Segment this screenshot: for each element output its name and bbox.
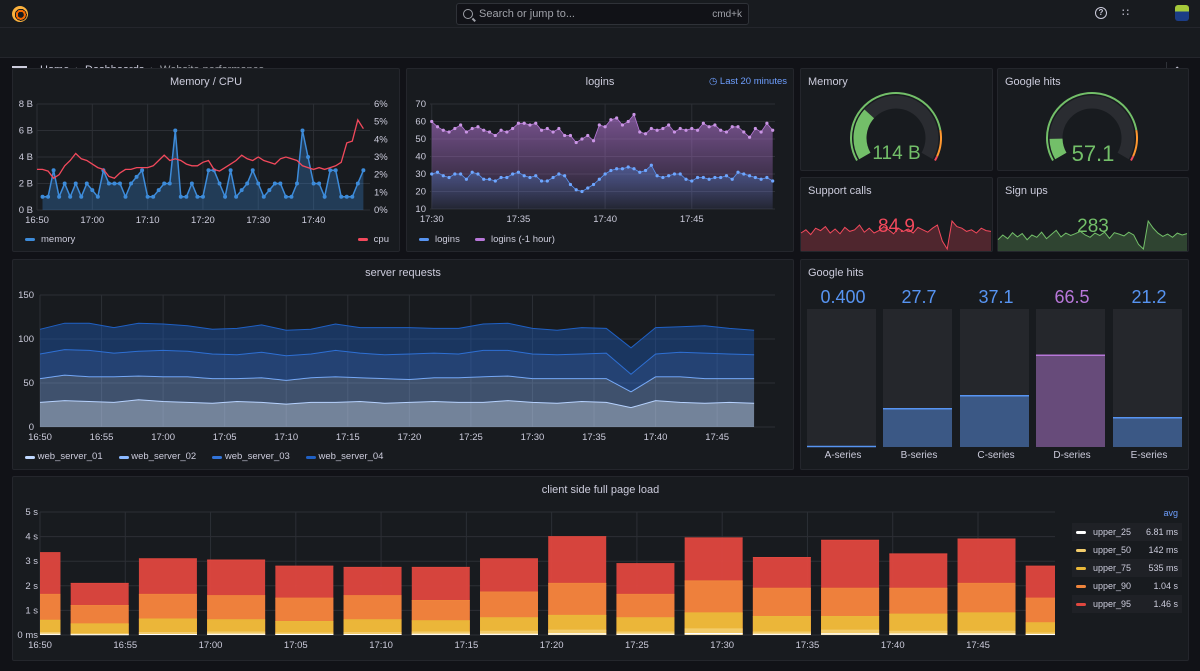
panel-google-gauge: Google hits 57.1 (997, 68, 1189, 171)
legend-label: logins (-1 hour) (491, 234, 555, 245)
legend-label: web_server_04 (318, 451, 384, 462)
search-placeholder: Search or jump to... (479, 8, 575, 20)
bar-value: 66.5 (1054, 287, 1090, 307)
avatar[interactable] (1175, 5, 1189, 21)
grafana-logo[interactable] (12, 6, 28, 22)
legend-swatch (1076, 584, 1086, 588)
panel-sign-ups: Sign ups (997, 177, 1189, 252)
legend-swatch (25, 456, 35, 459)
time-range-label: Last 20 minutes (719, 76, 787, 87)
gauge-value: 57.1 (1071, 141, 1115, 166)
legend-item-web-server-02[interactable]: web_server_02 (118, 451, 197, 462)
panel-title: Sign ups (1005, 185, 1048, 197)
legend-label: cpu (373, 234, 389, 245)
search-icon (463, 9, 473, 19)
panel-memory-cpu: Memory / CPU memory cpu (12, 68, 400, 252)
panel-title: client side full page load (541, 484, 660, 496)
panel-title: server requests (365, 267, 441, 279)
legend-table: avg upper_25 6.81 ms upper_50 142 ms upper_7… (1072, 508, 1182, 613)
legend-swatch (305, 456, 316, 459)
legend-label: upper_25 (1093, 527, 1132, 537)
legend-swatch (475, 238, 485, 241)
legend-swatch (212, 456, 223, 459)
time-range-info: ◷ Last 20 minutes (709, 76, 787, 87)
legend-header-avg[interactable]: avg (1163, 508, 1178, 518)
legend-item-logins-1h[interactable]: logins (-1 hour) (475, 234, 555, 245)
panel-memory-gauge: Memory 114 B (800, 68, 993, 171)
legend-item-web-server-03[interactable]: web_server_03 (212, 451, 290, 462)
bar-label: D-series (1053, 450, 1091, 461)
legend-swatch (419, 238, 429, 241)
stat-value: 283 (1077, 216, 1109, 237)
legend-item-web-server-01[interactable]: web_server_01 (25, 451, 103, 462)
legend-label: web_server_01 (37, 451, 103, 462)
legend-avg: 1.46 s (1153, 599, 1178, 609)
legend-label: upper_50 (1093, 545, 1132, 555)
legend-swatch (1076, 548, 1086, 552)
legend-swatch (118, 456, 129, 459)
panel-title: Google hits (808, 267, 864, 279)
legend: web_server_01 web_server_02 web_server_0… (25, 451, 383, 462)
legend-label: upper_90 (1093, 581, 1132, 591)
legend-item-web-server-04[interactable]: web_server_04 (305, 451, 384, 462)
legend-item-cpu[interactable]: cpu (357, 234, 389, 245)
legend-label: logins (435, 234, 460, 245)
bar-value: 27.7 (901, 287, 937, 307)
keyboard-shortcut: cmd+k (712, 8, 742, 20)
legend-row-upper-90[interactable]: upper_90 1.04 s (1072, 577, 1182, 595)
legend-swatch (25, 238, 35, 241)
panel-title: Memory / CPU (169, 76, 243, 88)
bar-value: 21.2 (1131, 287, 1167, 307)
panel-google-hits-bars: Google hits 0.400 A-series 27.7 B-series 37.… (800, 259, 1189, 470)
legend-label: web_server_03 (224, 451, 290, 462)
legend-row-upper-50[interactable]: upper_50 142 ms (1072, 541, 1182, 559)
gauge-value: 114 B (872, 143, 921, 164)
legend-avg: 6.81 ms (1145, 527, 1178, 537)
clock-icon: ◷ (708, 76, 718, 87)
rss-icon[interactable]: ∷ (1122, 7, 1129, 19)
bar-label: E-series (1130, 450, 1168, 461)
panel-title: logins (585, 76, 615, 88)
breadcrumb-bar: Home› Dashboards› Website performance ⌃ (0, 28, 1200, 82)
bar-label: B-series (900, 450, 938, 461)
legend-swatch (1076, 602, 1086, 606)
legend-row-upper-95[interactable]: upper_95 1.46 s (1072, 595, 1182, 613)
panel-server-requests: server requests web_server_01 web_server… (12, 259, 794, 470)
legend-swatch (1076, 530, 1086, 534)
help-icon[interactable]: ? (1095, 7, 1107, 19)
legend-avg: 1.04 s (1153, 581, 1178, 591)
legend-row-upper-25[interactable]: upper_25 6.81 ms (1072, 523, 1182, 541)
legend-label: upper_95 (1093, 599, 1132, 609)
legend-label: upper_75 (1093, 563, 1132, 573)
bar-label: C-series (977, 450, 1015, 461)
legend-avg: 142 ms (1148, 545, 1178, 555)
panel-page-load: client side full page load (12, 476, 1189, 661)
legend-label: web_server_02 (131, 451, 197, 462)
legend-row-upper-75[interactable]: upper_75 535 ms (1072, 559, 1182, 577)
bar-value: 37.1 (978, 287, 1014, 307)
bar-label: A-series (824, 450, 862, 461)
bar-value: 0.400 (820, 287, 866, 307)
legend-label: memory (41, 234, 76, 245)
search-input[interactable]: Search or jump to... cmd+k (456, 3, 749, 25)
panel-title: Support calls (808, 185, 872, 197)
legend-swatch (357, 238, 368, 241)
top-bar: Search or jump to... cmd+k ? ∷ (0, 0, 1200, 28)
legend-avg: 535 ms (1148, 563, 1178, 573)
panel-logins: logins ◷ Last 20 minutes logins logins (… (406, 68, 794, 252)
legend-item-memory[interactable]: memory (25, 234, 75, 245)
legend-swatch (1076, 566, 1086, 570)
stat-value: 84.9 (878, 216, 915, 237)
panel-support-calls: Support calls (800, 177, 993, 252)
panel-title: Google hits (1005, 76, 1061, 88)
panel-title: Memory (808, 76, 848, 88)
legend-item-logins[interactable]: logins (419, 234, 460, 245)
